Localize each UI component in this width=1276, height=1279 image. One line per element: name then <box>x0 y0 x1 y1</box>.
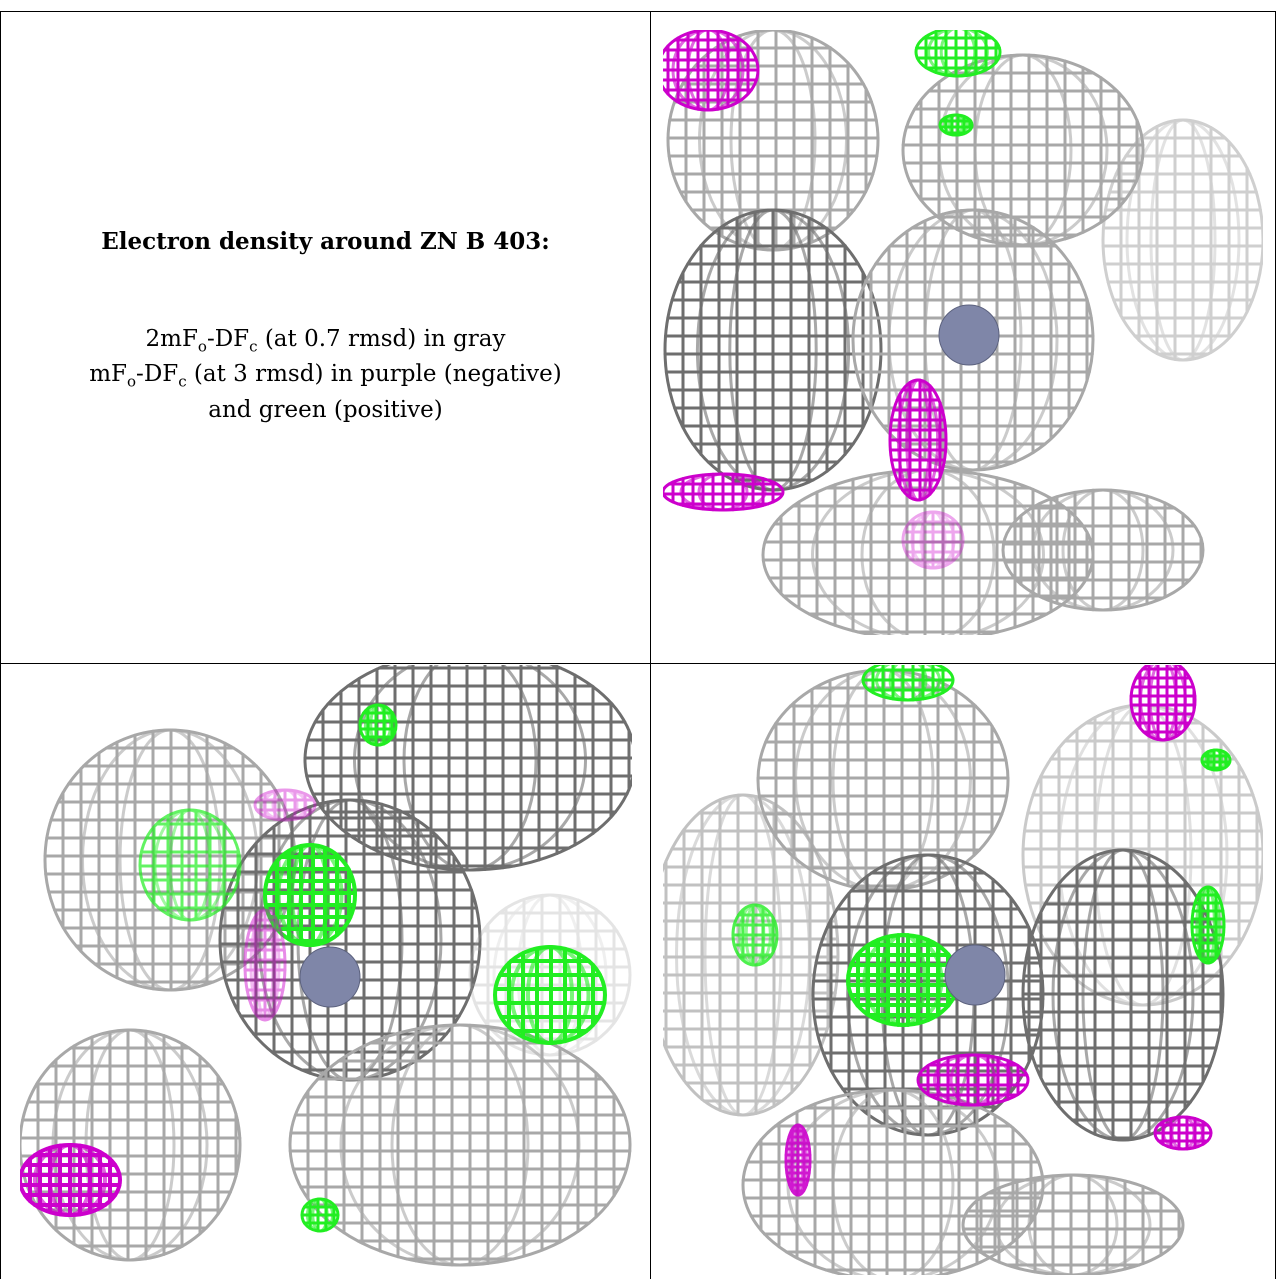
caption-line-1: 2mFo-DFc (at 0.7 rmsd) in gray <box>145 326 506 356</box>
purple-negative-mesh <box>901 510 965 570</box>
purple-negative-mesh <box>253 788 317 822</box>
green-positive-mesh <box>731 903 779 967</box>
purple-negative-mesh <box>663 472 785 512</box>
gray-mesh-blob <box>1001 488 1205 612</box>
density-view-top-right <box>663 30 1263 635</box>
density-svg-top-right <box>663 30 1263 635</box>
purple-negative-mesh <box>784 1123 812 1197</box>
green-positive-mesh <box>1190 885 1226 965</box>
purple-negative-mesh <box>916 1053 1030 1107</box>
purple-negative-mesh <box>663 30 760 112</box>
green-positive-mesh <box>138 808 242 922</box>
caption-title: Electron density around ZN B 403: <box>101 228 550 255</box>
gray-mesh-blob <box>851 208 1095 472</box>
zinc-atom <box>299 946 361 1008</box>
border-middle-vertical <box>650 11 651 1279</box>
gray-mesh-blob <box>663 793 840 1117</box>
gray-mesh-blob <box>303 665 632 872</box>
purple-negative-mesh <box>1129 665 1197 742</box>
green-positive-mesh <box>1200 748 1232 772</box>
green-positive-mesh <box>938 113 974 137</box>
border-middle-horizontal <box>0 663 1276 664</box>
caption-line-3: and green (positive) <box>208 396 443 423</box>
caption-cell: Electron density around ZN B 403: 2mFo-D… <box>1 12 650 663</box>
green-positive-mesh <box>300 1197 340 1233</box>
gray-mesh-blob <box>663 208 883 492</box>
zinc-atom <box>944 944 1006 1006</box>
purple-negative-mesh <box>1153 1115 1213 1151</box>
caption-description: 2mFo-DFc (at 0.7 rmsd) in gray mFo-DFc (… <box>89 323 562 427</box>
zinc-atom <box>938 304 1000 366</box>
green-positive-mesh <box>263 843 357 947</box>
gray-mesh-blob <box>901 53 1145 247</box>
green-positive-mesh <box>846 933 960 1027</box>
gray-mesh-blob <box>961 1173 1185 1275</box>
gray-mesh-blob <box>1101 118 1263 362</box>
purple-negative-mesh <box>20 1143 122 1217</box>
density-view-bottom-left <box>20 665 632 1275</box>
density-svg-bottom-left <box>20 665 632 1267</box>
caption-line-2: mFo-DFc (at 3 rmsd) in purple (negative) <box>89 361 562 391</box>
border-left <box>0 11 1 1279</box>
green-positive-mesh <box>861 665 955 702</box>
purple-negative-mesh <box>888 378 948 502</box>
border-top <box>0 11 1276 12</box>
purple-negative-mesh <box>243 908 287 1022</box>
green-positive-mesh <box>914 30 1002 78</box>
gray-mesh-blob <box>1021 848 1225 1142</box>
gray-mesh-blob <box>288 1023 632 1267</box>
green-positive-mesh <box>493 945 607 1045</box>
density-svg-bottom-right <box>663 665 1263 1275</box>
green-positive-mesh <box>358 703 398 747</box>
density-view-bottom-right <box>663 665 1263 1275</box>
